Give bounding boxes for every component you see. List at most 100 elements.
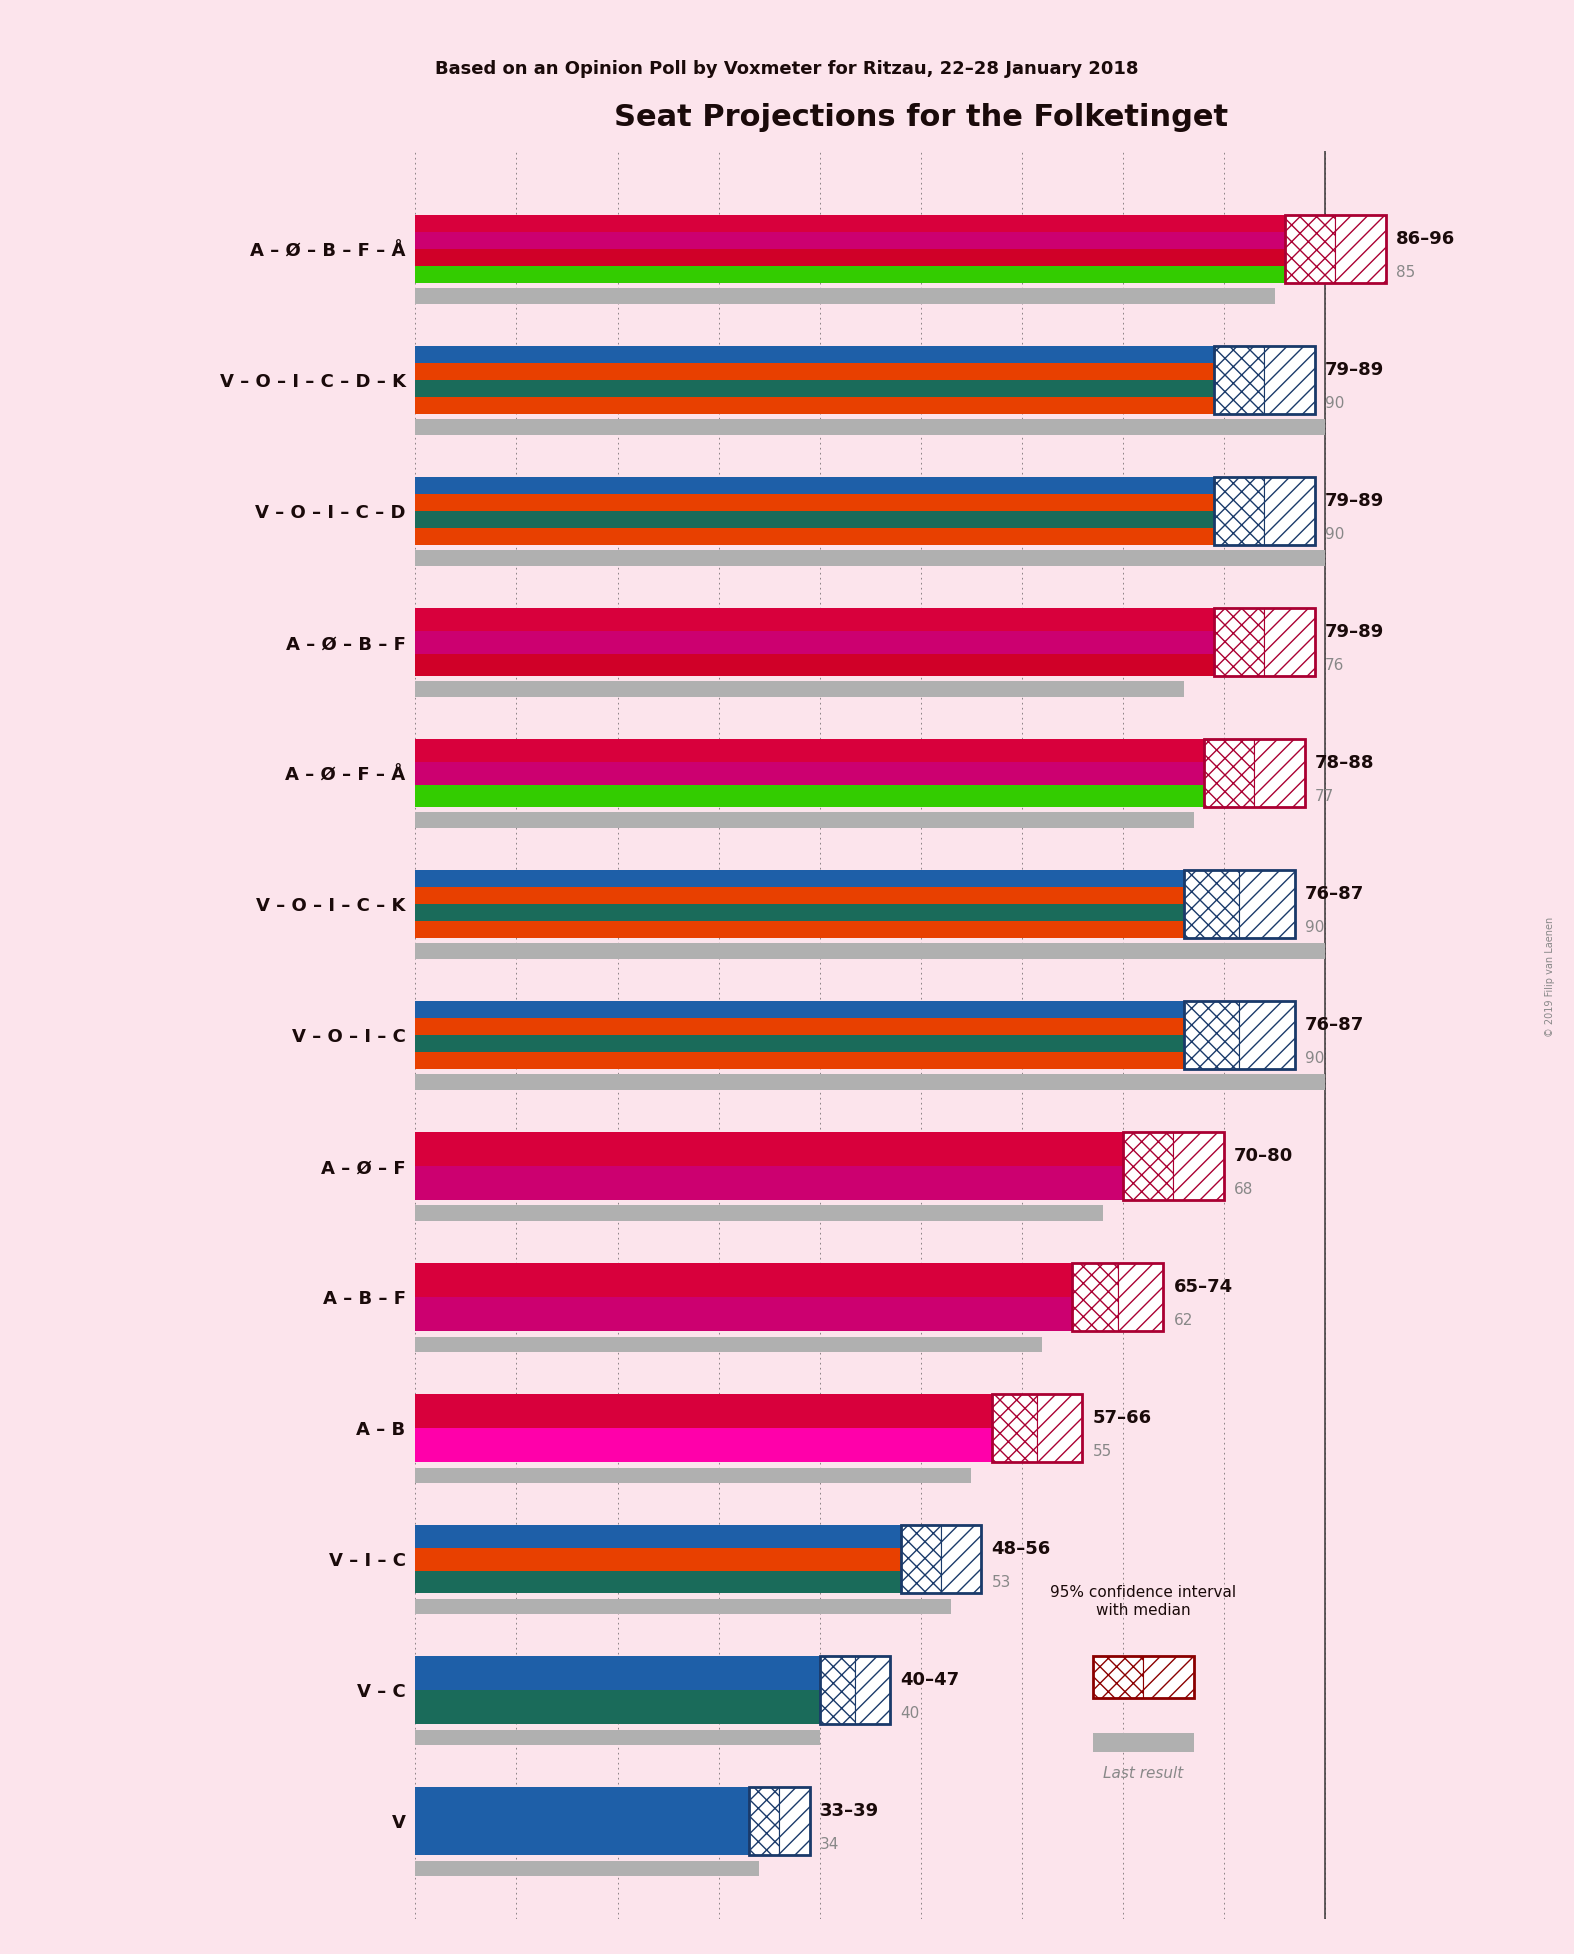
Bar — [416, 346, 1264, 363]
Bar — [1284, 215, 1385, 283]
Bar — [1335, 215, 1385, 283]
Bar — [416, 215, 1335, 233]
Text: 55: 55 — [1092, 1444, 1111, 1460]
Text: 77: 77 — [1314, 789, 1335, 805]
Bar — [416, 1206, 1103, 1221]
Bar — [416, 1051, 1234, 1069]
Bar — [1214, 346, 1264, 414]
Text: 85: 85 — [1396, 266, 1415, 279]
Bar — [1254, 739, 1305, 807]
Bar — [416, 494, 1264, 512]
Bar — [416, 813, 1193, 828]
Text: 70–80: 70–80 — [1234, 1147, 1294, 1165]
Bar — [1264, 346, 1314, 414]
Bar — [416, 682, 1184, 698]
Bar — [416, 1262, 1113, 1297]
Bar — [416, 653, 1264, 676]
Bar — [416, 1428, 1033, 1462]
Text: 95% confidence interval
with median: 95% confidence interval with median — [1050, 1585, 1236, 1618]
Text: 79–89: 79–89 — [1325, 492, 1385, 510]
Bar — [1184, 1000, 1239, 1069]
Bar — [416, 1075, 1325, 1090]
Bar — [1214, 477, 1314, 545]
Bar — [416, 631, 1264, 653]
Text: 76: 76 — [1325, 658, 1344, 674]
Bar — [1239, 1000, 1295, 1069]
Bar — [416, 1131, 1174, 1167]
Text: 40–47: 40–47 — [900, 1671, 960, 1688]
Bar — [416, 739, 1254, 762]
Bar — [416, 1018, 1234, 1036]
Bar — [992, 1393, 1037, 1462]
Bar — [416, 920, 1234, 938]
Bar — [1184, 870, 1295, 938]
Bar — [416, 1297, 1113, 1331]
Text: © 2019 Filip van Laenen: © 2019 Filip van Laenen — [1546, 916, 1555, 1038]
Bar — [416, 786, 1254, 807]
Text: 76–87: 76–87 — [1305, 885, 1365, 903]
Title: Seat Projections for the Folketinget: Seat Projections for the Folketinget — [614, 104, 1228, 133]
Bar — [1122, 1131, 1174, 1200]
Bar — [416, 1571, 941, 1593]
Bar — [416, 233, 1335, 250]
Text: 65–74: 65–74 — [1174, 1278, 1232, 1296]
Bar — [1143, 1657, 1193, 1698]
Bar — [749, 1788, 809, 1854]
Bar — [820, 1657, 855, 1723]
Bar — [416, 1167, 1174, 1200]
Bar — [1264, 477, 1314, 545]
Bar — [416, 289, 1275, 305]
Bar — [1214, 608, 1314, 676]
Bar — [416, 266, 1335, 283]
Text: 68: 68 — [1234, 1182, 1253, 1198]
Text: 79–89: 79–89 — [1325, 623, 1385, 641]
Bar — [416, 551, 1325, 567]
Bar — [1092, 1657, 1143, 1698]
Text: Last result: Last result — [1103, 1766, 1184, 1782]
Bar — [1204, 739, 1254, 807]
Text: 53: 53 — [992, 1575, 1011, 1591]
Bar — [1092, 1657, 1193, 1698]
Bar — [416, 397, 1264, 414]
Bar — [416, 1393, 1033, 1428]
Bar — [855, 1657, 891, 1723]
Bar — [416, 1548, 941, 1571]
Bar — [1264, 608, 1314, 676]
Bar — [992, 1393, 1083, 1462]
Text: 90: 90 — [1305, 920, 1324, 936]
Bar — [416, 1860, 759, 1876]
Bar — [416, 477, 1264, 494]
Bar — [1204, 739, 1305, 807]
Bar — [900, 1526, 941, 1593]
Bar — [416, 608, 1264, 631]
Bar — [749, 1788, 779, 1854]
Bar — [416, 512, 1264, 528]
Text: 90: 90 — [1325, 528, 1344, 543]
Text: 57–66: 57–66 — [1092, 1409, 1152, 1426]
Bar — [416, 1598, 951, 1614]
Bar — [416, 420, 1325, 436]
Bar — [779, 1788, 809, 1854]
Bar — [1239, 870, 1295, 938]
Bar — [416, 887, 1234, 905]
Bar — [1037, 1393, 1083, 1462]
Bar — [416, 1526, 941, 1548]
Bar — [416, 1657, 850, 1690]
Text: 79–89: 79–89 — [1325, 361, 1385, 379]
Bar — [1214, 608, 1264, 676]
Bar — [416, 381, 1264, 397]
Bar — [416, 1690, 850, 1723]
Bar — [1284, 215, 1335, 283]
Bar — [416, 1729, 820, 1745]
Text: 90: 90 — [1305, 1051, 1324, 1067]
Text: 34: 34 — [820, 1837, 839, 1852]
Bar — [1184, 1000, 1295, 1069]
Bar — [416, 1467, 971, 1483]
Bar — [900, 1526, 982, 1593]
Text: 78–88: 78–88 — [1314, 754, 1374, 772]
Bar — [416, 363, 1264, 381]
Bar — [1184, 870, 1239, 938]
Bar — [1214, 346, 1314, 414]
Text: 40: 40 — [900, 1706, 919, 1721]
Text: 86–96: 86–96 — [1396, 231, 1454, 248]
